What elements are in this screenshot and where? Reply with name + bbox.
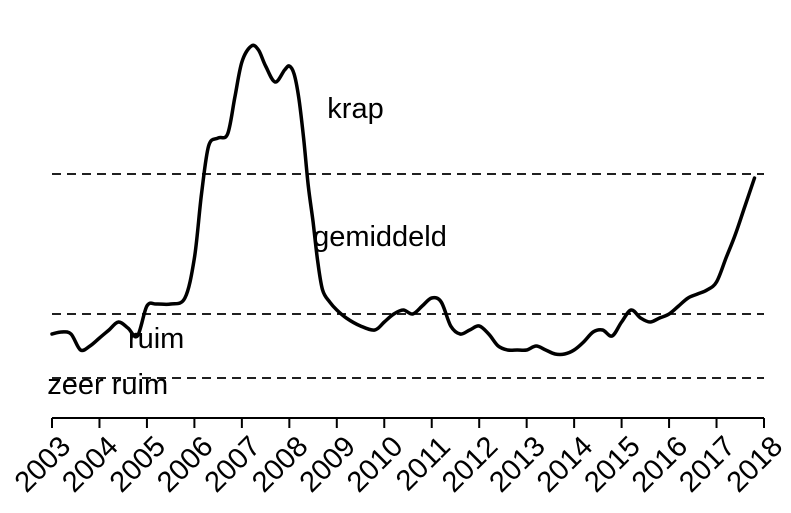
- zone-label: gemiddeld: [313, 221, 447, 253]
- zone-label: ruim: [128, 323, 184, 355]
- zone-labels: krap gemiddeld ruim zeer ruim: [47, 93, 447, 401]
- x-ticks: 2003200420052006200720082009201020112012…: [9, 418, 789, 499]
- zone-label: zeer ruim: [47, 369, 168, 401]
- series-line: [50, 43, 757, 357]
- x-tick-label: 2018: [721, 430, 789, 498]
- threshold-lines: [52, 173, 764, 379]
- zone-label: krap: [327, 93, 383, 125]
